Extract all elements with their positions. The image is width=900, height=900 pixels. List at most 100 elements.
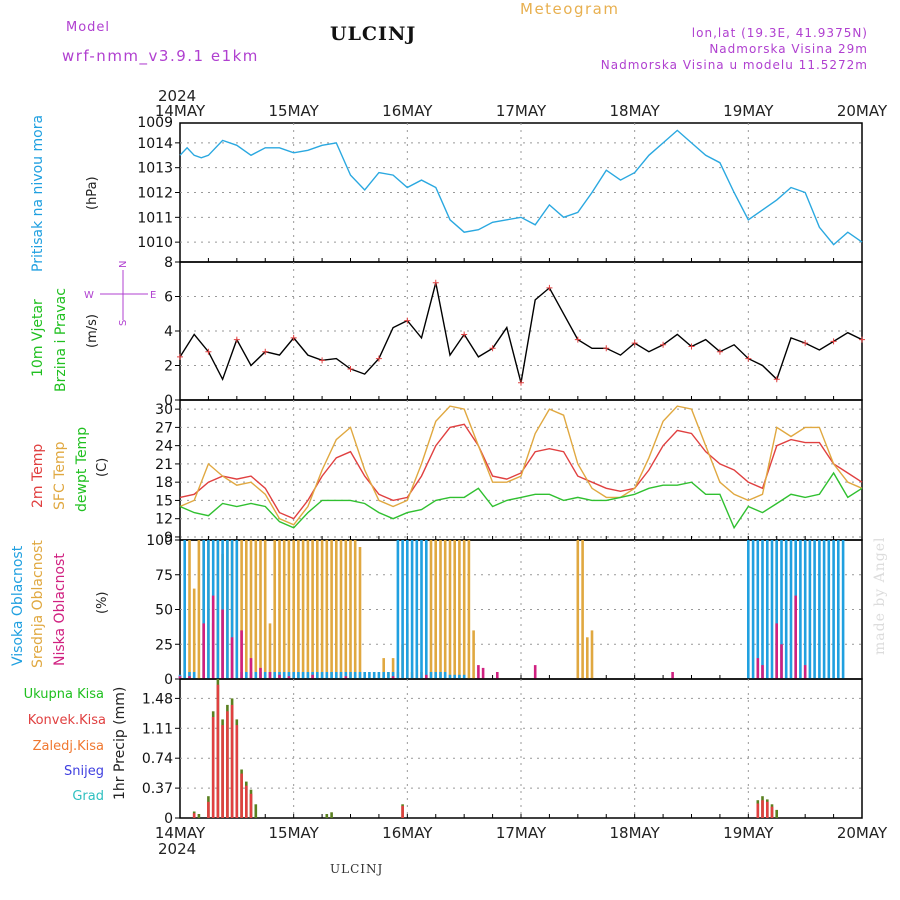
series-bar [671,672,674,679]
series-bar [287,672,291,679]
precip-legend: Ukupna Kisa Konvek.Kisa Zaledj.Kisa Snij… [24,687,106,804]
series-bar [477,665,480,679]
bottom-date-label: 20MAY [837,824,888,842]
series-bar [344,540,348,679]
series-bar [766,540,769,679]
series-bar [448,540,452,679]
series-bar [353,672,357,679]
series-bar [382,672,385,679]
y-tick-label: 1.11 [142,721,173,737]
y-tick-label: 1010 [137,235,173,251]
bottom-year-label: 2024 [158,840,196,858]
series-bar [756,803,760,818]
y-tick-label: 0.37 [142,781,173,797]
series-bar [235,725,239,818]
pressure-panel: 1010 1011 1012 1013 1014 1009 [137,115,863,263]
series-bar [268,623,272,679]
series-bar [775,540,778,679]
y-tick-label: 0 [164,393,173,409]
series-bar [249,658,253,679]
series-bar [192,588,196,679]
series-line [179,129,863,246]
compass-west: W [84,290,94,301]
cloud-ylabel-high: Visoka Oblacnost [10,545,26,666]
wind-marker [546,284,553,291]
wind-marker [290,334,297,341]
series-bar [368,672,371,679]
wind-marker [830,338,837,345]
series-bar [207,540,210,679]
y-tick-label: 8 [164,255,173,271]
series-bar [372,672,376,679]
series-bar [178,676,182,679]
series-bar [330,812,333,818]
series-bar [240,540,243,679]
series-bar [316,672,319,679]
cloud-panel: 0 25 50 75 100 [146,533,863,688]
series-bar [434,672,437,679]
series-bar [458,674,461,679]
series-bar [462,540,466,679]
series-bar [282,672,286,679]
top-date-label: 20MAY [837,102,888,120]
series-bar [453,674,456,679]
station-title: ULCINJ [330,23,417,45]
series-bar [349,540,352,679]
bottom-date-label: 18MAY [610,824,661,842]
series-bar [292,540,295,679]
temp-ylabel-2m: 2m Temp [30,444,46,508]
series-bar [230,637,234,679]
series-bar [439,672,442,679]
wind-marker [205,348,212,355]
series-bar [780,540,783,679]
wind-marker [489,345,496,352]
series-bar [761,540,764,679]
top-date-label: 14MAY [155,102,206,120]
model-name: wrf-nmm_v3.9.1 e1km [62,47,259,65]
series-bar [837,540,840,679]
bottom-date-label: 14MAY [155,824,206,842]
top-date-label: 16MAY [382,102,433,120]
top-date-label: 15MAY [269,102,320,120]
series-bar [245,540,248,679]
series-bar [401,540,404,679]
series-bar [818,540,821,679]
series-bar [192,813,196,818]
series-bar [344,676,348,679]
y-tick-label: 25 [155,637,173,653]
series-bar [813,540,816,679]
series-bar [183,540,186,679]
wind-marker [745,355,752,362]
y-tick-label: 1009 [137,115,173,131]
wind-marker [773,376,780,383]
wind-ylabel-line1: 10m Vjetar [30,299,46,377]
series-bar [756,658,760,679]
series-bar [278,674,281,679]
series-bar [377,672,381,679]
pressure-unit-label: (hPa) [85,176,100,210]
wind-marker [574,336,581,343]
series-bar [202,623,205,679]
temp-unit-label: (C) [95,458,110,477]
series-bar [249,793,253,818]
temperature-panel: 9 12 15 18 21 24 27 30 [155,399,863,546]
bottom-date-label: 15MAY [269,824,320,842]
series-bar [188,676,191,679]
series-bar [197,814,201,818]
series-bar [803,540,807,679]
series-bar [533,665,537,679]
y-tick-label: 21 [155,457,173,473]
top-date-label: 17MAY [496,102,547,120]
series-bar [415,540,419,679]
wind-marker [461,331,468,338]
y-tick-label: 2 [164,359,173,375]
series-bar [789,540,793,679]
watermark: made by Angel [872,536,888,656]
wind-marker [802,340,809,347]
series-bar [458,540,461,679]
series-bar [202,540,205,679]
series-bar [230,540,234,679]
pressure-ylabel: Pritisak na nivou mora [30,115,46,272]
series-bar [590,630,594,679]
wind-unit-label: (m/s) [85,314,100,348]
